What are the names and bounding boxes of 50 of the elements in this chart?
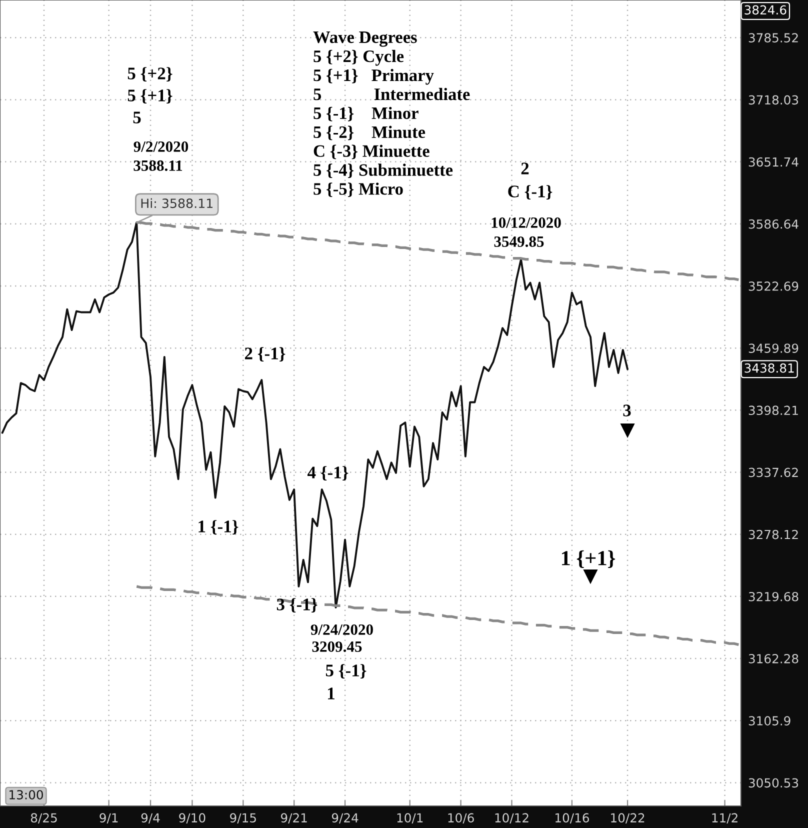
y-tick-label: 3105.9 <box>748 716 790 726</box>
annotation: 3 <box>623 404 631 416</box>
annotation: 5 {-1} <box>326 664 366 679</box>
y-tick-label: 3459.89 <box>748 344 798 353</box>
x-tick-label: 10/1 <box>397 813 423 824</box>
x-tick-label: 9/4 <box>141 813 160 824</box>
annotation: 2 {-1} <box>244 347 286 362</box>
annotation: 3 {-1} <box>276 598 318 613</box>
y-tick-label: 3278.12 <box>748 530 798 540</box>
annotation: 4 {-1} <box>307 466 348 481</box>
y-tick-label: 3162.28 <box>748 654 798 664</box>
annotation: 5 {+1} <box>128 89 172 104</box>
annotation: 5 {+2} <box>128 67 172 82</box>
annotation: C {-1} <box>508 185 552 200</box>
text: Wave Degrees 5 {+2} Cycle 5 {+1} Primary 5 Intermediate 5 {-1} Minor 5 {-2} Minute C {-3} Minuette 5 {-4} Subminuette 5 {-5} Micro <box>313 32 470 197</box>
annotation: 3588.11 <box>134 160 182 171</box>
annotation: 13:00 <box>10 790 43 800</box>
annotation: 3549.85 <box>494 236 544 247</box>
text: 3824.6 <box>744 5 786 15</box>
text: 3438.81 <box>744 363 794 373</box>
y-tick-label: 3050.53 <box>748 778 798 788</box>
x-tick-label: 9/10 <box>179 813 206 824</box>
x-tick-label: 11/2 <box>712 813 738 824</box>
y-tick-label: 3785.52 <box>748 33 798 42</box>
y-tick-label: 3522.69 <box>748 282 798 291</box>
annotation: 9/24/2020 <box>310 624 373 635</box>
x-tick-label: 10/6 <box>448 813 474 824</box>
annotation: 1 <box>328 688 334 700</box>
x-tick-label: 9/24 <box>332 813 358 824</box>
x-tick-label: 10/16 <box>556 813 589 824</box>
y-tick-label: 3219.68 <box>748 592 798 602</box>
x-tick-label: 9/21 <box>280 813 307 824</box>
y-tick-label: 3586.64 <box>748 219 798 229</box>
annotation: 2 <box>521 162 529 174</box>
x-tick-label: 10/12 <box>495 813 528 824</box>
x-tick-label: 8/25 <box>30 813 57 824</box>
annotation: Hi: 3588.11 <box>141 198 213 208</box>
y-tick-label: 3651.74 <box>748 157 798 167</box>
annotation: 1 {+1} <box>562 550 616 568</box>
y-tick-label: 3398.21 <box>748 406 798 416</box>
y-tick-label: 3337.62 <box>748 468 798 478</box>
x-tick-label: 9/15 <box>230 813 256 824</box>
annotation: 9/2/2020 <box>134 141 188 152</box>
x-tick-label: 9/1 <box>100 813 118 824</box>
annotation: 1 {-1} <box>198 520 238 535</box>
annotation: 3209.45 <box>312 641 362 652</box>
annotation: 10/12/2020 <box>492 217 561 228</box>
x-tick-label: 10/22 <box>611 813 644 824</box>
annotation: 5 <box>133 112 141 124</box>
y-tick-label: 3718.03 <box>748 95 798 105</box>
